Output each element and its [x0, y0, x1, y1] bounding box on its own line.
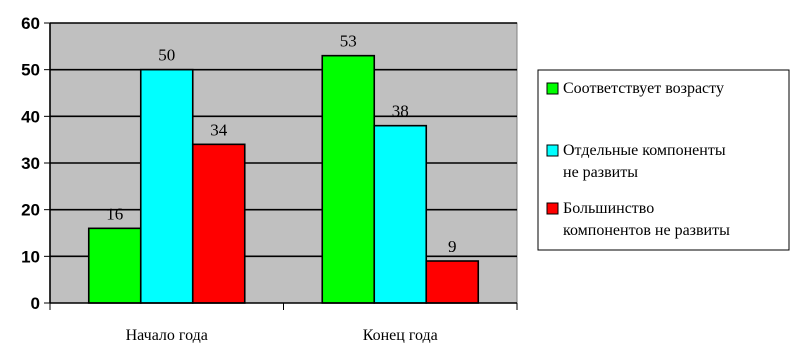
legend-box: [537, 69, 790, 251]
y-tick-label: 60: [21, 14, 40, 33]
legend-swatch: [546, 144, 559, 157]
data-labels: 16 50 34 53 38 9: [106, 32, 456, 256]
data-label: 34: [210, 120, 228, 139]
bar: [373, 124, 428, 304]
bar: [321, 54, 376, 304]
data-label: 9: [448, 237, 457, 256]
x-tick-label: Конец года: [363, 327, 438, 344]
legend-swatch: [546, 202, 559, 215]
y-tick-label: 40: [21, 107, 40, 126]
x-tick-label: Начало года: [126, 327, 208, 344]
y-tick-label: 20: [21, 201, 40, 220]
legend: Соответствует возрасту Отдельные компонен…: [537, 69, 790, 251]
data-label: 53: [340, 32, 357, 51]
bar: [425, 260, 480, 304]
bar: [191, 143, 246, 304]
bar: [87, 227, 142, 304]
legend-swatch: [546, 82, 559, 95]
y-tick-label: 50: [21, 61, 40, 80]
legend-label: Отдельные компоненты не развиты: [563, 142, 726, 181]
y-tick-label: 30: [21, 154, 40, 173]
data-label: 38: [392, 102, 409, 121]
bars: [87, 54, 480, 304]
legend-label: Большинство компонентов не развиты: [563, 200, 730, 239]
data-label: 16: [106, 204, 123, 223]
axes: 0 10 20 30 40 50 60 Начало года Конец года: [21, 14, 518, 344]
bar: [139, 68, 194, 304]
legend-label: Соответствует возрасту: [563, 80, 724, 97]
y-tick-label: 10: [21, 247, 40, 266]
y-tick-label: 0: [31, 294, 40, 313]
data-label: 50: [158, 46, 175, 65]
